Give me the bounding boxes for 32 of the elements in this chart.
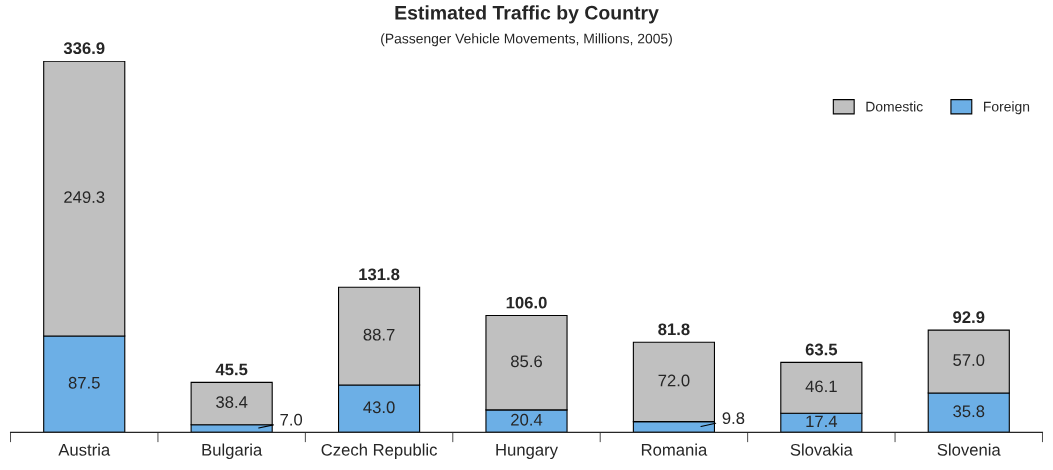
legend-label: Foreign <box>984 101 1030 115</box>
x-tick-label: Austria <box>58 443 111 456</box>
x-tick-label: Bulgaria <box>202 443 263 460</box>
chart-title: Estimated Traffic by Country <box>395 5 659 24</box>
total-label: 336.9 <box>63 42 105 55</box>
data-label: 88.7 <box>363 328 395 341</box>
data-label: 20.4 <box>511 413 543 426</box>
data-label: 57.0 <box>953 354 985 366</box>
data-label: 85.6 <box>511 355 542 368</box>
data-label: 87.5 <box>68 376 100 389</box>
x-tick-label: Slovenia <box>937 443 1001 456</box>
x-tick-label: Hungary <box>496 444 558 460</box>
chart-subtitle: (Passenger Vehicle Movements, Millions, 2005) <box>381 33 672 47</box>
x-tick-label: Czech Republic <box>321 443 437 460</box>
data-label: 35.8 <box>953 405 985 418</box>
data-label: 38.4 <box>216 396 248 408</box>
total-label: 106.0 <box>506 296 547 309</box>
total-label: 92.9 <box>953 311 985 324</box>
data-label: 249.3 <box>64 191 105 203</box>
data-label: 7.0 <box>280 413 303 426</box>
legend-label: Domestic <box>866 101 923 112</box>
total-label: 81.8 <box>658 323 690 336</box>
total-label: 63.5 <box>805 343 838 356</box>
data-label: 43.0 <box>363 401 395 414</box>
total-label: 45.5 <box>215 363 248 376</box>
data-label: 72.0 <box>658 374 690 387</box>
total-label: 131.8 <box>359 268 400 281</box>
x-tick-label: Romania <box>641 443 708 456</box>
x-tick-label: Slovakia <box>790 443 853 456</box>
data-label: 17.4 <box>806 415 838 428</box>
data-label: 9.8 <box>722 412 745 425</box>
data-label: 46.1 <box>805 380 837 393</box>
